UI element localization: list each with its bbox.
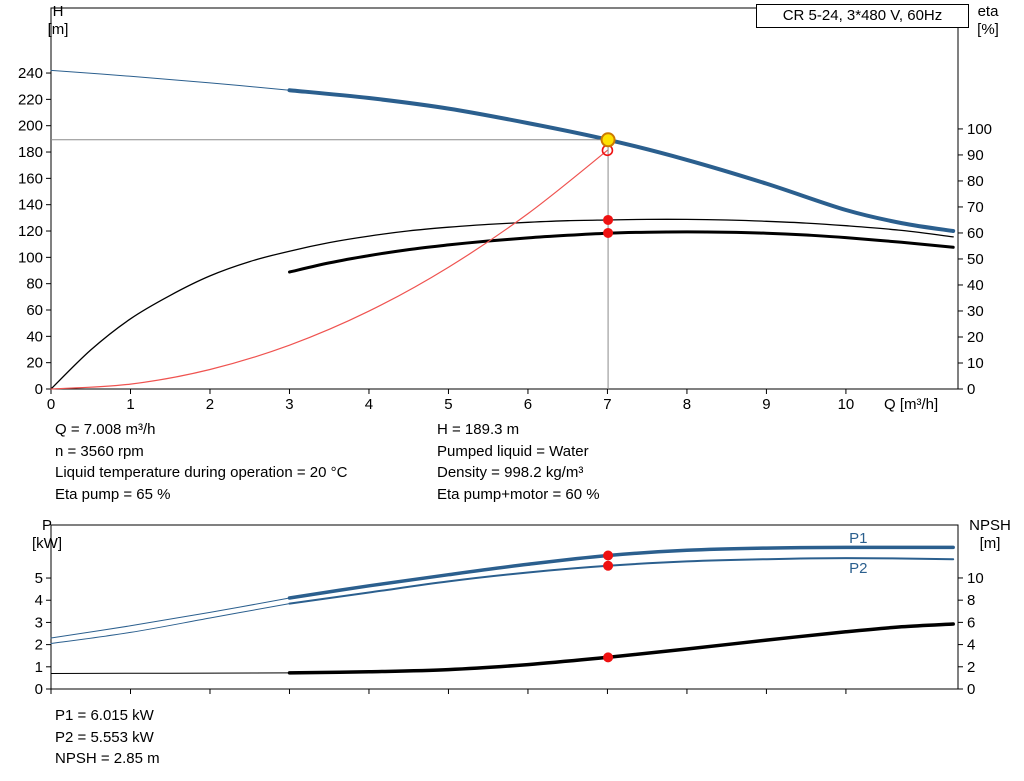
- operating-data-column-1: Q = 7.008 m³/h n = 3560 rpm Liquid tempe…: [55, 419, 347, 505]
- y-right-tick-label: 4: [967, 637, 975, 654]
- p-axis-label: P [kW]: [24, 517, 70, 553]
- y-right-tick-label: 60: [967, 225, 984, 242]
- eta-axis-label-unit: [%]: [977, 21, 999, 38]
- power-npsh-data-block: P1 = 6.015 kW P2 = 5.553 kW NPSH = 2.85 …: [55, 705, 160, 770]
- info-density: Density = 998.2 kg/m³: [437, 464, 584, 481]
- y-right-tick-label: 8: [967, 592, 975, 609]
- q-axis-label: Q [m³/h]: [884, 396, 939, 413]
- info-eta-pump: Eta pump = 65 %: [55, 485, 171, 503]
- duty-point[interactable]: [600, 132, 616, 148]
- qh-eta-chart-frame: [50, 7, 959, 390]
- y-left-tick-label: 120: [18, 223, 43, 240]
- info-eta-pump-motor: Eta pump+motor = 60 %: [437, 485, 600, 503]
- y-right-tick-label: 0: [967, 681, 975, 698]
- y-right-tick-label: 10: [967, 355, 984, 372]
- y-right-tick-label: 70: [967, 199, 984, 216]
- info-pumped-liquid: Pumped liquid = Water: [437, 442, 589, 460]
- info-p1: P1 = 6.015 kW: [55, 707, 154, 724]
- eta-pump-point: [603, 214, 614, 225]
- y-left-tick-label: 80: [26, 276, 43, 293]
- p2-label: P2: [849, 560, 867, 577]
- npsh-curve: [287, 622, 955, 675]
- h-axis-label-unit: [m]: [47, 21, 69, 38]
- y-left-tick-label: 4: [35, 592, 43, 609]
- y-right-tick-label: 20: [967, 329, 984, 346]
- y-right-tick-label: 80: [967, 173, 984, 190]
- y-right-tick-label: 90: [967, 147, 984, 164]
- p1-label: P1: [849, 530, 867, 547]
- y-right-tick-label: 0: [967, 381, 975, 398]
- p1-point: [603, 550, 614, 561]
- y-left-tick-label: 5: [35, 570, 43, 587]
- x-tick-label: 1: [126, 396, 134, 413]
- y-right-tick-label: 30: [967, 303, 984, 320]
- y-left-tick-label: 200: [18, 118, 43, 135]
- y-left-tick-label: 0: [35, 681, 43, 698]
- x-tick-label: 6: [524, 396, 532, 413]
- p-axis-label-symbol: P: [41, 517, 52, 534]
- y-left-tick-label: 180: [18, 144, 43, 161]
- system-curve: [50, 149, 608, 390]
- y-right-tick-label: 40: [967, 277, 984, 294]
- y-left-tick-label: 140: [18, 197, 43, 214]
- eta-pump-curve: [50, 218, 954, 390]
- p2-curve-extension: [50, 603, 290, 644]
- x-tick-label: 2: [206, 396, 214, 413]
- npsh-axis-label-symbol: NPSH: [969, 517, 1011, 534]
- h-axis-label: H [m]: [36, 3, 80, 39]
- head-curve-extension: [50, 69, 290, 91]
- p-axis-label-unit: [kW]: [32, 535, 62, 552]
- y-right-tick-label: 100: [967, 121, 992, 138]
- eta-pump-motor-curve: [288, 230, 955, 274]
- x-tick-label: 9: [762, 396, 770, 413]
- y-right-tick-label: 50: [967, 251, 984, 268]
- y-left-tick-label: 220: [18, 91, 43, 108]
- npsh-curve-extension: [50, 672, 290, 674]
- h-axis-label-symbol: H: [52, 3, 64, 20]
- head-curve: [287, 88, 956, 233]
- eta-axis-label: eta [%]: [960, 3, 1016, 39]
- y-right-tick-label: 10: [967, 570, 984, 587]
- y-left-tick-label: 2: [35, 637, 43, 654]
- npsh-axis-label-unit: [m]: [979, 535, 1001, 552]
- y-right-tick-label: 6: [967, 614, 975, 631]
- x-tick-label: 3: [285, 396, 293, 413]
- npsh-point: [603, 652, 614, 663]
- x-tick-label: 0: [47, 396, 55, 413]
- y-left-tick-label: 20: [26, 355, 43, 372]
- p2-point: [603, 560, 614, 571]
- y-left-tick-label: 0: [35, 381, 43, 398]
- info-flow: Q = 7.008 m³/h: [55, 421, 156, 438]
- info-p2: P2 = 5.553 kW: [55, 728, 154, 746]
- y-left-tick-label: 100: [18, 249, 43, 266]
- info-speed: n = 3560 rpm: [55, 442, 144, 460]
- power-npsh-chart-frame: [50, 524, 959, 690]
- y-left-tick-label: 60: [26, 302, 43, 319]
- y-left-tick-label: 160: [18, 170, 43, 187]
- operating-data-column-2: H = 189.3 m Pumped liquid = Water Densit…: [437, 419, 600, 505]
- y-left-tick-label: 240: [18, 65, 43, 82]
- pump-model-title-box: CR 5-24, 3*480 V, 60Hz: [756, 4, 969, 28]
- x-tick-label: 4: [365, 396, 373, 413]
- p1-curve-extension: [50, 597, 290, 639]
- x-tick-label: 7: [603, 396, 611, 413]
- x-tick-label: 5: [444, 396, 452, 413]
- y-left-tick-label: 40: [26, 328, 43, 345]
- x-tick-label: 8: [683, 396, 691, 413]
- info-npsh: NPSH = 2.85 m: [55, 750, 160, 767]
- eta-axis-label-symbol: eta: [977, 3, 999, 20]
- x-tick-label: 10: [838, 396, 855, 413]
- y-right-tick-label: 2: [967, 659, 975, 676]
- info-head: H = 189.3 m: [437, 421, 520, 438]
- y-left-tick-label: 3: [35, 614, 43, 631]
- npsh-axis-label: NPSH [m]: [960, 517, 1020, 553]
- eta-pump-motor-point: [603, 227, 614, 238]
- info-liquid-temperature: Liquid temperature during operation = 20…: [55, 464, 348, 481]
- y-left-tick-label: 1: [35, 659, 43, 676]
